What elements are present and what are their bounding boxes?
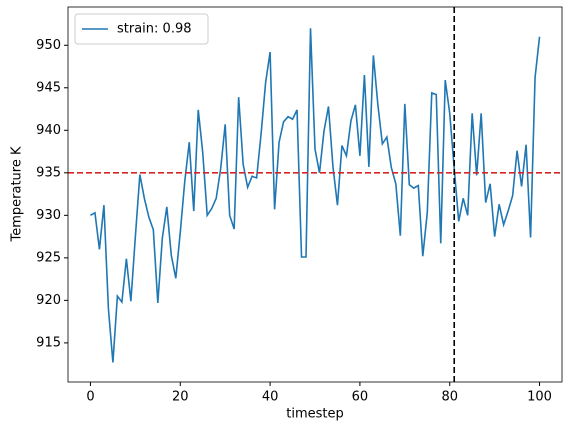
legend-label: strain: 0.98 <box>117 22 192 37</box>
y-tick-label: 935 <box>36 165 61 180</box>
y-axis-label: Temperature K <box>10 146 25 242</box>
legend-box <box>74 13 209 45</box>
y-tick-label: 920 <box>36 293 61 308</box>
y-tick-label: 945 <box>36 80 61 95</box>
x-axis-label: timestep <box>286 407 344 422</box>
x-tick-label: 80 <box>441 390 458 405</box>
x-tick-label: 40 <box>262 390 279 405</box>
y-tick-label: 930 <box>36 208 61 223</box>
line-series <box>90 28 541 363</box>
y-tick-label: 915 <box>36 335 61 350</box>
plot-frame <box>67 6 563 383</box>
x-tick-label: 100 <box>527 390 552 405</box>
x-tick-label: 0 <box>86 390 94 405</box>
y-tick-label: 950 <box>36 38 61 53</box>
y-tick-label: 925 <box>36 250 61 265</box>
x-tick-label: 60 <box>352 390 369 405</box>
x-tick-label: 20 <box>172 390 189 405</box>
y-tick-label: 940 <box>36 123 61 138</box>
